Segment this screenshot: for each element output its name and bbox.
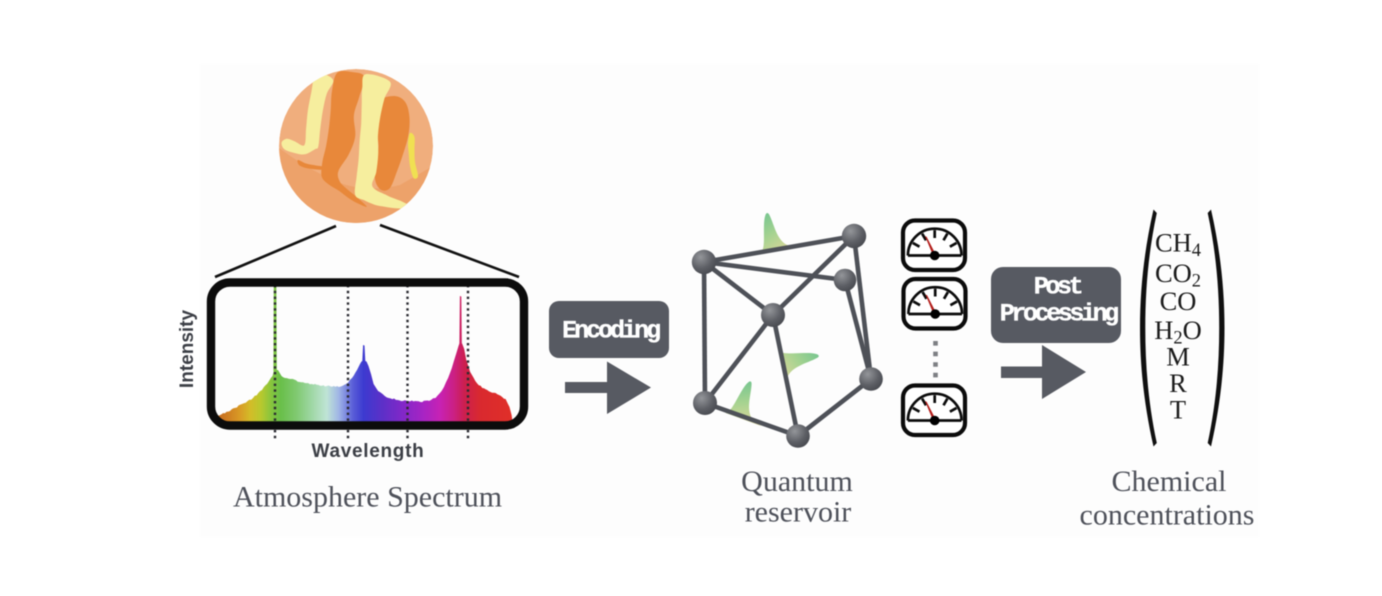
svg-text:Quantum: Quantum <box>741 465 853 498</box>
svg-text:Intensity: Intensity <box>177 310 198 389</box>
svg-text:concentrations: concentrations <box>1080 499 1255 532</box>
svg-text:CO2: CO2 <box>1155 258 1201 292</box>
svg-text:CO: CO <box>1160 286 1197 316</box>
svg-text:reservoir: reservoir <box>745 496 852 529</box>
svg-text:Chemical: Chemical <box>1112 465 1227 498</box>
svg-text:Atmosphere Spectrum: Atmosphere Spectrum <box>233 481 502 514</box>
svg-text:R: R <box>1169 368 1187 398</box>
svg-text:T: T <box>1170 395 1186 425</box>
svg-text:M: M <box>1166 342 1190 372</box>
svg-text:Wavelength: Wavelength <box>312 441 425 462</box>
svg-text:Processing: Processing <box>1000 300 1118 329</box>
svg-text:Encoding: Encoding <box>562 317 660 346</box>
svg-text:H2O: H2O <box>1154 315 1202 349</box>
svg-text:Post: Post <box>1034 273 1082 302</box>
